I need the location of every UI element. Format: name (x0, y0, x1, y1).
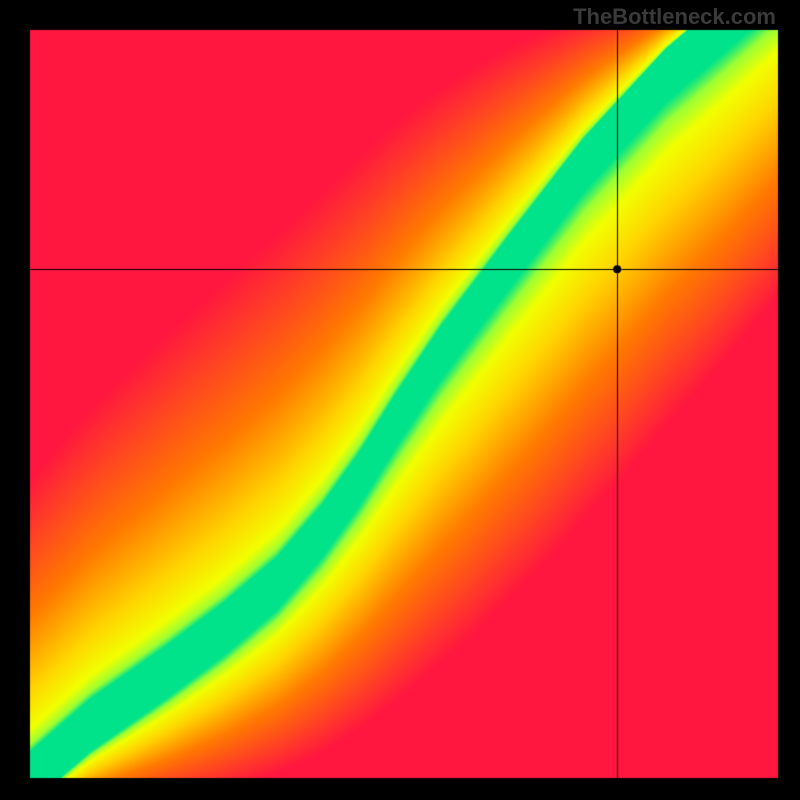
bottleneck-heatmap (0, 0, 800, 800)
watermark-text: TheBottleneck.com (573, 4, 776, 30)
